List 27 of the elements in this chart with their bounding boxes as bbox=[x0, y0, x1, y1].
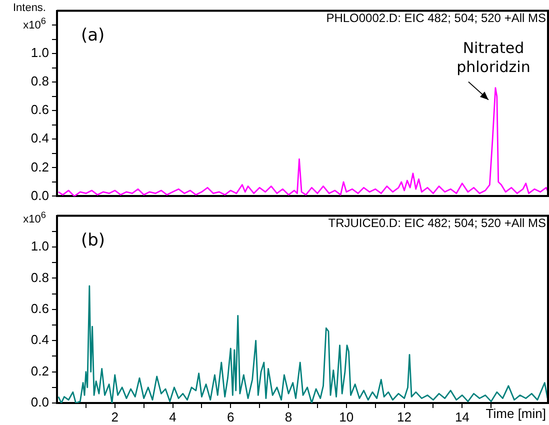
annotation: (b) bbox=[81, 230, 106, 251]
y-tick-label: 0.8 bbox=[30, 74, 49, 89]
chart-title: PHLO0002.D: EIC 482; 504; 520 +All MS bbox=[326, 11, 546, 26]
x-tick-label: 6 bbox=[227, 409, 234, 424]
y-tick-label: 0.8 bbox=[30, 270, 49, 285]
y-tick-label: 1.0 bbox=[30, 45, 49, 60]
y-tick-label: 0.4 bbox=[30, 332, 49, 348]
y-tick-label: 0.4 bbox=[30, 130, 49, 146]
y-tick-label: 0.2 bbox=[30, 363, 49, 378]
annotation: Nitrated phloridzin bbox=[456, 39, 530, 76]
y-tick-label: 0.6 bbox=[30, 300, 49, 316]
x-axis-title: Time [min] bbox=[486, 406, 546, 421]
y-tick-label: 0.0 bbox=[30, 394, 49, 410]
x-tick-label: 12 bbox=[397, 409, 412, 424]
x-tick-label: 10 bbox=[339, 409, 354, 424]
x-tick-label: 2 bbox=[111, 409, 118, 424]
y-tick-label: 0.6 bbox=[30, 102, 49, 118]
y-tick-label: 0.2 bbox=[30, 159, 49, 174]
y-tick-label: 0.0 bbox=[30, 188, 49, 203]
x-tick-label: 4 bbox=[169, 409, 176, 424]
annotation: (a) bbox=[81, 26, 105, 46]
x-tick-label: 14 bbox=[454, 409, 470, 424]
y-axis-title: Intens. x10$^{6}$ bbox=[12, 2, 46, 33]
chart-title: TRJUICE0.D: EIC 482; 504; 520 +All MS bbox=[328, 216, 546, 230]
y-tick-label: 1.0 bbox=[30, 238, 49, 254]
x-tick-label: 8 bbox=[284, 409, 292, 424]
y-axis-title: x10$^{6}$ bbox=[22, 209, 46, 227]
